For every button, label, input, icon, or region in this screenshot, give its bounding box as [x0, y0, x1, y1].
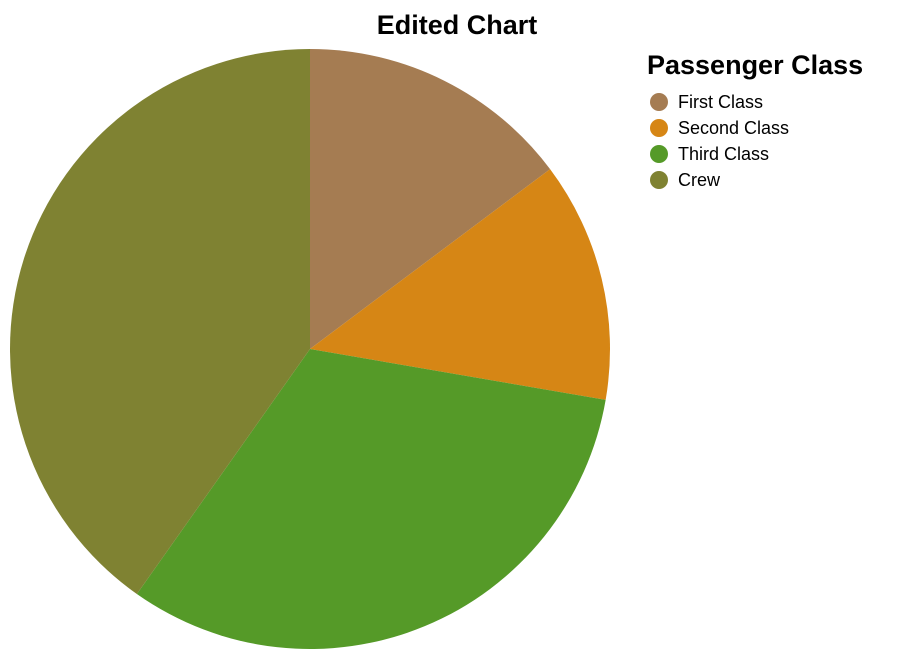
legend-swatch — [650, 145, 668, 163]
legend-label: Second Class — [678, 117, 790, 138]
pie-slice-third-class — [136, 349, 606, 650]
legend-title: Passenger Class — [647, 50, 864, 80]
legend: Passenger Class First Class Second Class T… — [647, 48, 863, 193]
pie-slice-crew — [10, 49, 311, 594]
legend-swatch — [650, 93, 668, 111]
legend-label: First Class — [678, 91, 763, 112]
legend-item: Third Class — [647, 141, 863, 167]
legend-item: Crew — [647, 167, 863, 193]
legend-label: Crew — [678, 169, 721, 190]
legend-items: First Class Second Class Third Class Crew — [647, 89, 863, 193]
legend-item: Second Class — [647, 115, 863, 141]
chart-title: Edited Chart — [376, 10, 538, 40]
pie-slice-first-class — [310, 49, 551, 349]
pie-slices — [10, 49, 611, 650]
legend-label: Third Class — [678, 143, 770, 164]
legend-swatch — [650, 119, 668, 137]
legend-swatch — [650, 171, 668, 189]
legend-item: First Class — [647, 89, 863, 115]
pie-slice-second-class — [310, 169, 611, 400]
